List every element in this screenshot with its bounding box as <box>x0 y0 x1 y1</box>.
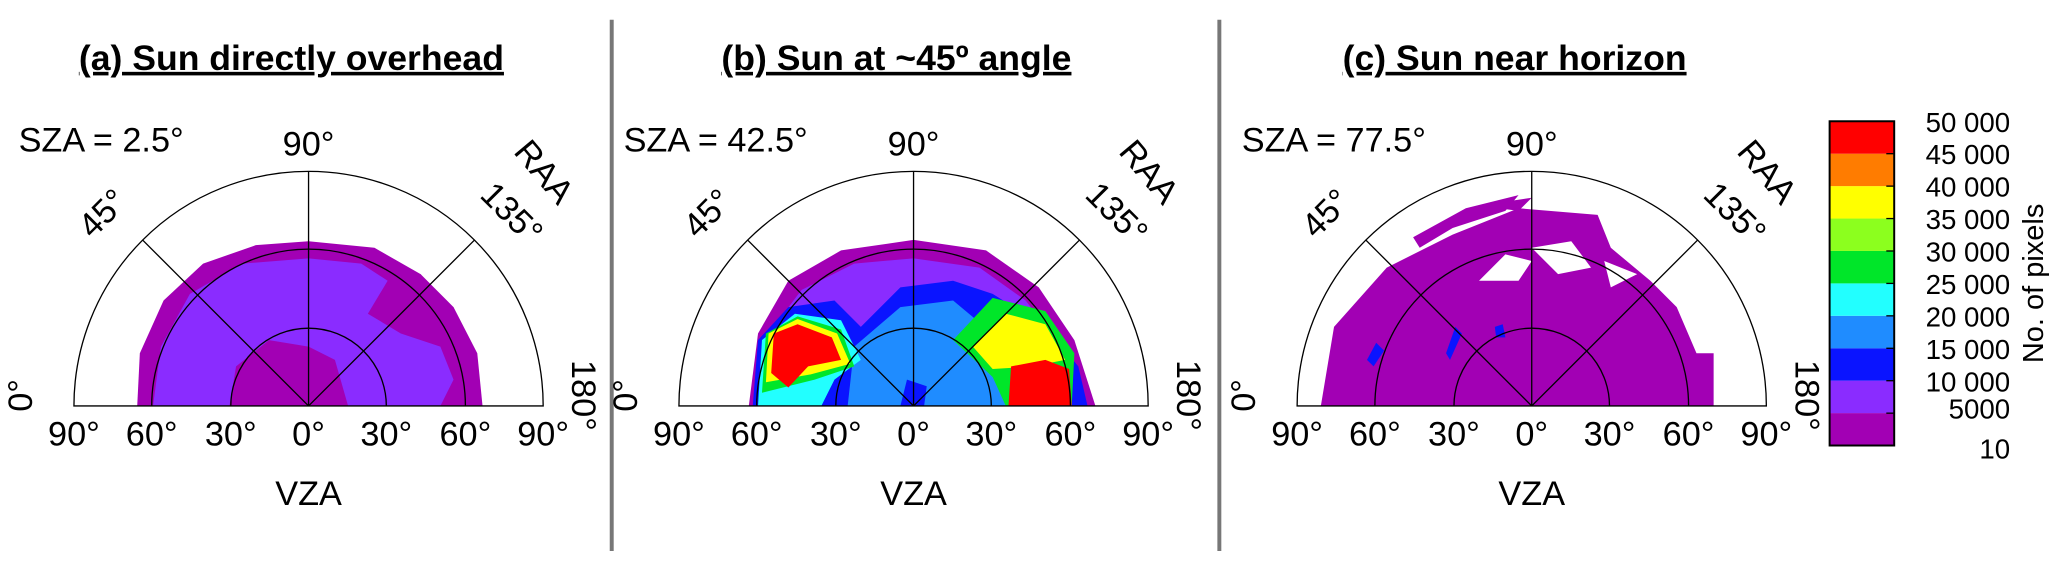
colorbar-band <box>1829 315 1895 349</box>
colorbar-title: No. of pixels <box>2018 204 2050 364</box>
vza-tick-label: 30° <box>965 416 1017 454</box>
colorbar-tick-label: 10 000 <box>1926 366 2011 397</box>
radial-line <box>1365 239 1533 407</box>
colorbar-tick-label: 10 <box>1979 434 2010 465</box>
colorbar-tick-label: 45 000 <box>1926 139 2011 170</box>
vza-tick-label: 90° <box>653 416 705 454</box>
polar-outline <box>73 170 544 407</box>
vza-tick-label: 30° <box>1584 416 1636 454</box>
raa-tick-label: 0° <box>2 379 40 412</box>
vza-tick-label: 60° <box>731 416 783 454</box>
sza-label: SZA = 2.5° <box>19 122 184 160</box>
vza-tick-label: 30° <box>1428 416 1480 454</box>
vza-tick-label: 90° <box>1740 416 1792 454</box>
raa-tick-label: 180° <box>564 360 602 431</box>
axis-label: VZA <box>1498 475 1565 513</box>
contour-region <box>1320 208 1714 406</box>
colorbar-tick-label: 15 000 <box>1926 334 2011 365</box>
vza-tick-label: 60° <box>1663 416 1715 454</box>
colorbar-band <box>1829 348 1895 381</box>
colorbar-tick-label: 20 000 <box>1926 301 2011 332</box>
raa-tick-label: 0° <box>1225 379 1263 412</box>
colorbar-tick-label: 5000 <box>1949 393 2011 424</box>
vza-tick-label: 90° <box>1271 416 1323 454</box>
raa-tick-label: 90° <box>1506 126 1558 164</box>
panel-title: (c) Sun near horizon <box>1343 38 1687 78</box>
raa-tick-label: 0° <box>607 379 645 412</box>
colorbar-tick-label: 30 000 <box>1926 237 2011 268</box>
contour-region <box>1413 195 1532 248</box>
radial-line <box>142 239 310 407</box>
sza-label: SZA = 77.5° <box>1242 122 1426 160</box>
colorbar-tick-label: 40 000 <box>1926 172 2011 203</box>
radial-line <box>913 239 1080 407</box>
radial-line <box>308 239 475 407</box>
colorbar-tick-label: 35 000 <box>1926 204 2011 235</box>
colorbar-band <box>1829 283 1895 316</box>
axis-label: VZA <box>880 475 947 513</box>
panel-title: (a) Sun directly overhead <box>79 38 504 78</box>
contour-region <box>765 313 1066 383</box>
vza-tick-label: 60° <box>126 416 178 454</box>
vza-tick-label: 0° <box>292 416 325 454</box>
vza-tick-label: 60° <box>439 416 491 454</box>
colorbar-band <box>1829 218 1895 251</box>
raa-tick-label: 90° <box>283 126 335 164</box>
colorbar-band <box>1829 380 1895 414</box>
colorbar-tick-label: 50 000 <box>1926 107 2011 138</box>
colorbar-band <box>1829 413 1895 446</box>
vza-tick-label: 90° <box>48 416 100 454</box>
vza-tick-label: 30° <box>360 416 412 454</box>
raa-tick-label: 45° <box>71 182 135 246</box>
vza-tick-label: 0° <box>897 416 930 454</box>
axis-label: VZA <box>275 475 342 513</box>
colorbar-band <box>1829 121 1895 154</box>
vza-tick-label: 0° <box>1515 416 1548 454</box>
polar-outline <box>678 170 1149 407</box>
raa-tick-label: 180° <box>1787 360 1825 431</box>
panel-title: (b) Sun at ~45º angle <box>721 38 1071 78</box>
blank-area <box>1479 241 1638 288</box>
polar-outline <box>1296 170 1768 407</box>
colorbar-band <box>1829 186 1895 219</box>
raa-tick-label: 45° <box>676 182 740 246</box>
colorbar-band <box>1829 153 1895 187</box>
raa-tick-label: 180° <box>1169 360 1207 431</box>
panel-b <box>678 170 1149 407</box>
raa-tick-label: 90° <box>888 126 940 164</box>
sza-label: SZA = 42.5° <box>624 122 808 160</box>
contour-region <box>771 324 1072 406</box>
vza-tick-label: 30° <box>810 416 862 454</box>
vza-tick-label: 90° <box>517 416 569 454</box>
panel-c <box>1296 170 1768 407</box>
radial-line <box>1531 239 1699 407</box>
colorbar-band <box>1829 250 1895 284</box>
vza-tick-label: 30° <box>205 416 257 454</box>
panel-a <box>73 170 544 407</box>
raa-tick-label: 45° <box>1294 182 1358 246</box>
vza-tick-label: 90° <box>1122 416 1174 454</box>
contour-region <box>153 258 454 406</box>
vza-tick-label: 60° <box>1044 416 1096 454</box>
colorbar-tick-label: 25 000 <box>1926 269 2011 300</box>
vza-tick-label: 60° <box>1349 416 1401 454</box>
radial-line <box>747 239 915 407</box>
